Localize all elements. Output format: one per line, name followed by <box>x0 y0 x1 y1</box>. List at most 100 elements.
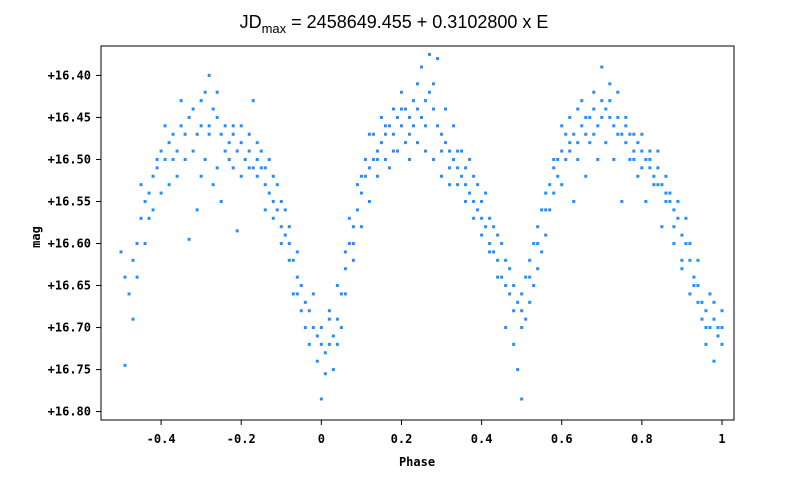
data-point <box>279 199 283 203</box>
data-point <box>708 292 712 296</box>
data-point <box>564 157 568 161</box>
data-point <box>215 115 219 119</box>
data-point <box>191 107 195 111</box>
data-point <box>371 132 375 136</box>
data-point <box>704 326 708 330</box>
data-point <box>656 183 660 187</box>
data-point <box>416 82 419 86</box>
data-point <box>432 82 436 86</box>
data-point <box>644 157 648 161</box>
data-point <box>335 284 339 288</box>
data-point <box>231 124 235 128</box>
data-point <box>616 115 620 119</box>
data-point <box>492 250 496 254</box>
data-point <box>291 292 295 296</box>
data-point <box>267 157 271 161</box>
data-point <box>199 174 203 178</box>
data-point <box>255 174 259 178</box>
data-point <box>528 258 532 262</box>
data-point <box>580 99 584 103</box>
data-point <box>668 199 672 203</box>
data-point <box>371 157 375 161</box>
data-point <box>323 372 327 376</box>
data-point <box>343 292 347 296</box>
data-point <box>211 183 215 187</box>
data-point <box>343 250 347 254</box>
data-point <box>604 141 608 145</box>
data-point <box>712 317 716 321</box>
data-point <box>391 149 395 153</box>
data-point <box>664 191 668 195</box>
data-point <box>155 166 159 170</box>
data-point <box>664 199 668 203</box>
data-point <box>676 199 680 203</box>
data-point <box>291 258 295 262</box>
data-point <box>664 174 668 178</box>
x-tick-label: 1 <box>718 432 725 446</box>
data-point <box>255 141 259 145</box>
data-point <box>696 258 700 262</box>
y-axis-ticks: +16.40 +16.45 +16.50 +16.55 +16.60 +16.65 +16.… <box>48 68 101 419</box>
data-point <box>219 199 223 203</box>
data-point <box>295 275 299 279</box>
data-point <box>608 99 612 103</box>
data-point <box>580 124 584 128</box>
data-point <box>484 191 488 195</box>
data-point <box>496 275 500 279</box>
data-point <box>500 275 504 279</box>
data-point <box>387 166 391 170</box>
data-point <box>279 225 283 229</box>
data-point <box>151 174 155 178</box>
x-tick-label: 0.2 <box>391 432 413 446</box>
data-point <box>692 284 696 288</box>
data-point <box>716 326 720 330</box>
data-point <box>700 300 704 304</box>
data-point <box>688 292 692 296</box>
data-point <box>612 157 616 161</box>
data-point <box>267 191 271 195</box>
data-point <box>508 267 512 271</box>
data-point <box>488 216 492 220</box>
y-tick-label: +16.55 <box>48 194 91 208</box>
data-point <box>504 258 508 262</box>
data-point <box>600 65 604 69</box>
data-point <box>512 342 516 346</box>
data-point <box>600 115 604 119</box>
y-tick-label: +16.65 <box>48 279 91 293</box>
data-point <box>636 141 640 145</box>
data-point <box>275 208 279 212</box>
data-point <box>460 174 464 178</box>
data-point <box>576 107 580 111</box>
data-point <box>231 166 235 170</box>
data-point <box>652 183 656 187</box>
data-point <box>263 208 267 212</box>
data-point <box>235 149 239 153</box>
data-point <box>532 242 536 246</box>
data-point <box>327 342 331 346</box>
data-point <box>588 115 592 119</box>
data-point <box>556 157 560 161</box>
data-point <box>624 124 628 128</box>
x-axis-label: Phase <box>399 455 435 469</box>
data-point <box>135 275 139 279</box>
data-point <box>351 242 355 246</box>
data-point <box>339 292 343 296</box>
data-point <box>576 157 580 161</box>
data-point <box>472 216 476 220</box>
data-point <box>440 132 444 136</box>
data-point <box>468 157 472 161</box>
data-point <box>171 132 175 136</box>
data-point <box>335 317 339 321</box>
data-point <box>632 157 636 161</box>
data-point <box>207 124 211 128</box>
data-point <box>424 149 428 153</box>
data-point <box>247 166 251 170</box>
data-point <box>239 141 243 145</box>
data-point <box>287 242 291 246</box>
data-point <box>568 149 572 153</box>
data-point <box>359 191 363 195</box>
data-point <box>516 368 520 372</box>
data-point <box>504 326 508 330</box>
data-point <box>407 115 411 119</box>
data-point <box>688 242 692 246</box>
